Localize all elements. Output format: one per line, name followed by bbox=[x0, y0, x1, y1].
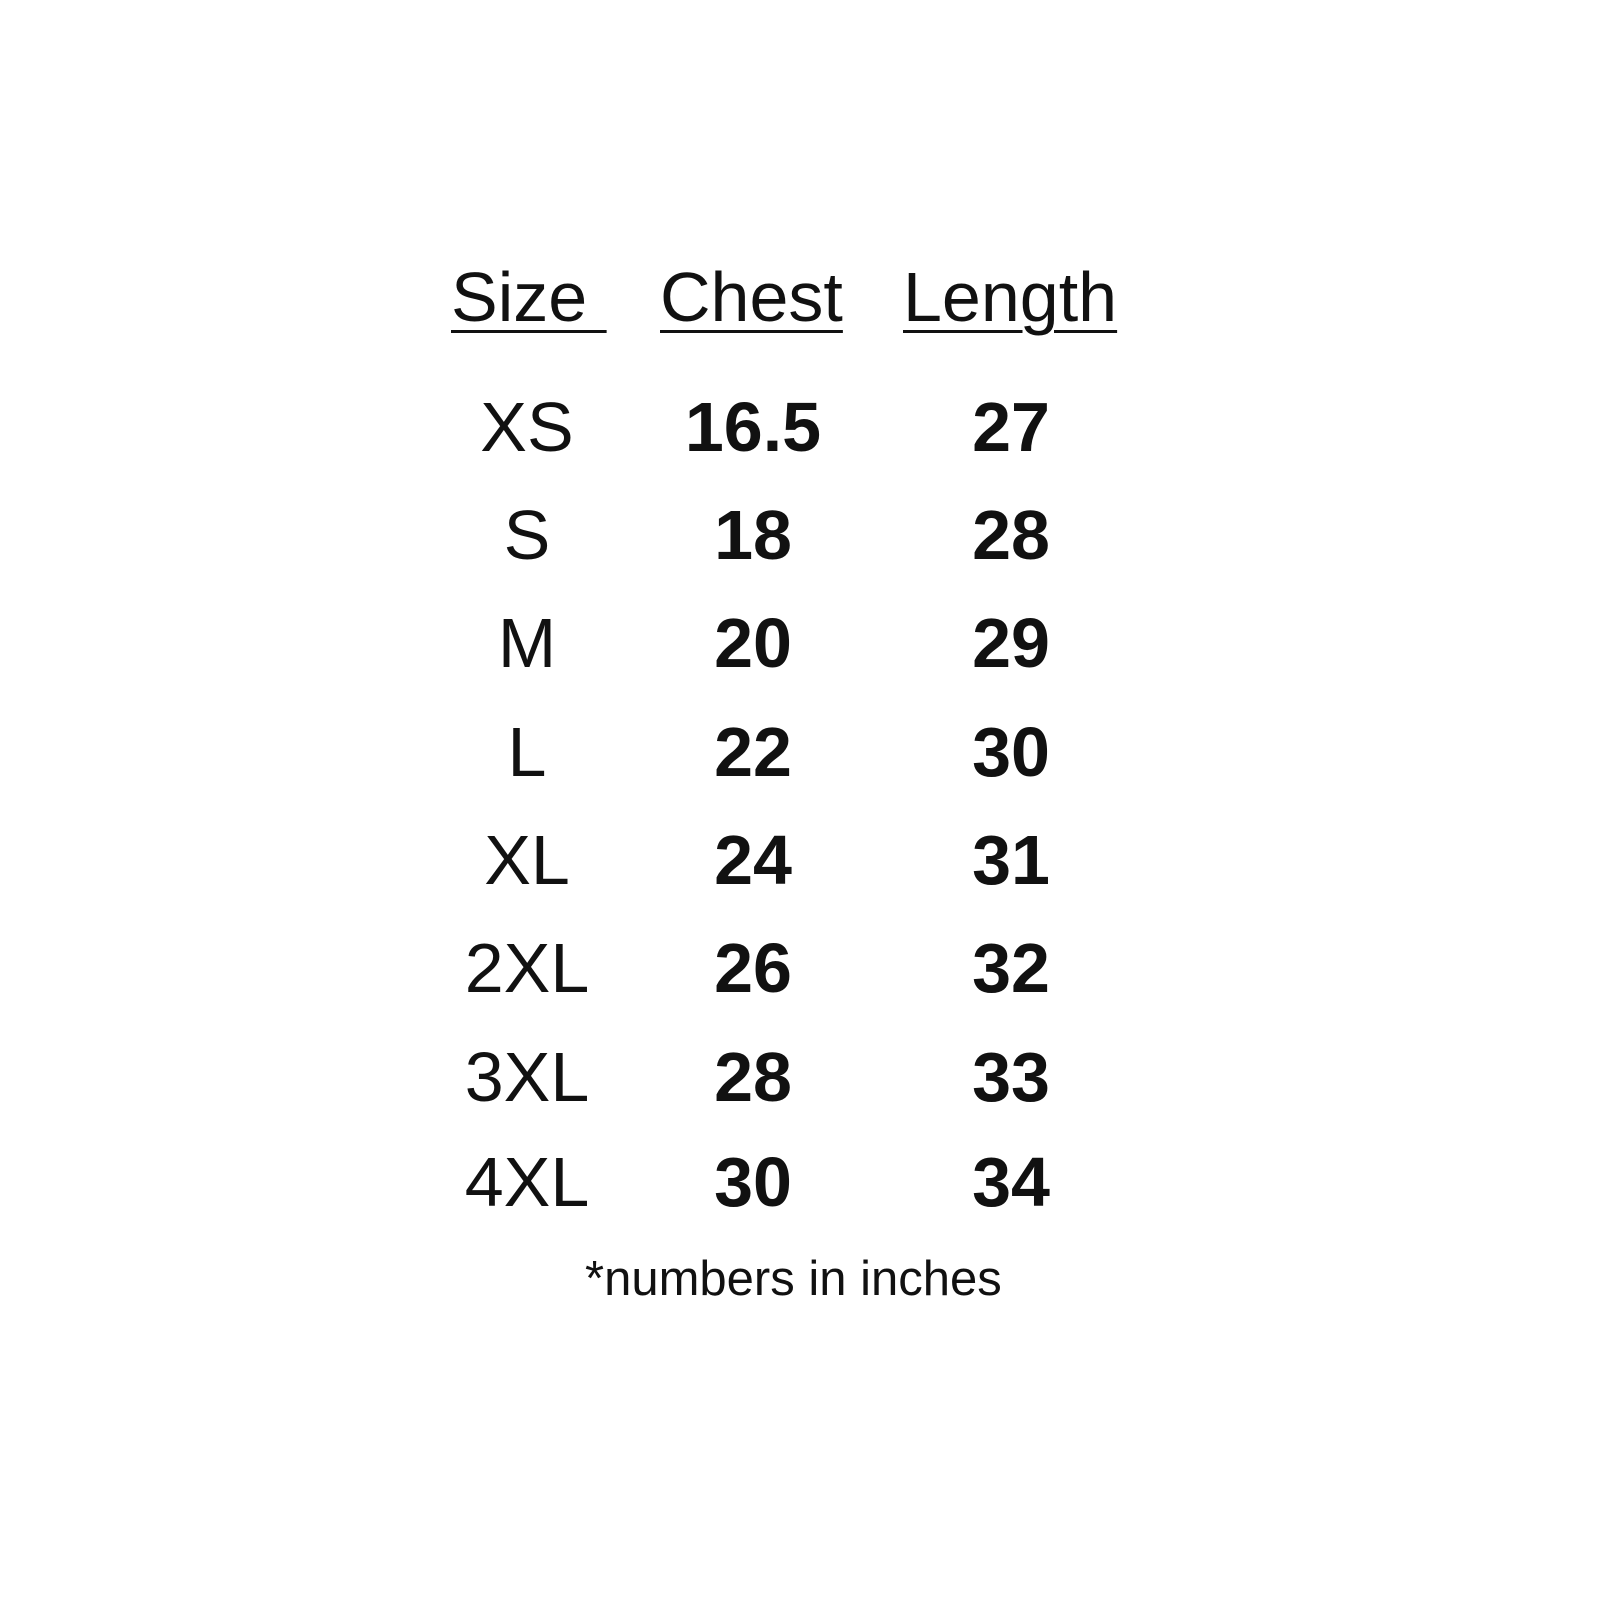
cell-length: 34 bbox=[972, 1143, 1050, 1221]
cell-chest: 30 bbox=[714, 1143, 792, 1221]
cell-chest: 26 bbox=[714, 929, 792, 1007]
cell-size: 4XL bbox=[464, 1143, 590, 1221]
cell-length: 33 bbox=[972, 1038, 1050, 1116]
cell-size: 2XL bbox=[464, 929, 590, 1007]
cell-chest: 28 bbox=[714, 1038, 792, 1116]
cell-size: L bbox=[507, 713, 547, 791]
header-size: Size bbox=[451, 258, 607, 336]
cell-size: S bbox=[503, 496, 551, 574]
cell-chest: 16.5 bbox=[684, 388, 822, 466]
cell-length: 30 bbox=[972, 713, 1050, 791]
header-chest: Chest bbox=[660, 258, 843, 336]
cell-chest: 18 bbox=[714, 496, 792, 574]
cell-chest: 22 bbox=[714, 713, 792, 791]
cell-size: M bbox=[497, 604, 557, 682]
cell-length: 27 bbox=[972, 388, 1050, 466]
cell-chest: 24 bbox=[714, 821, 792, 899]
cell-length: 32 bbox=[972, 929, 1050, 1007]
cell-chest: 20 bbox=[714, 604, 792, 682]
cell-length: 29 bbox=[972, 604, 1050, 682]
cell-size: XL bbox=[484, 821, 570, 899]
footnote: *numbers in inches bbox=[585, 1252, 1002, 1306]
header-length: Length bbox=[903, 258, 1118, 336]
cell-size: 3XL bbox=[464, 1038, 590, 1116]
cell-length: 28 bbox=[972, 496, 1050, 574]
cell-size: XS bbox=[480, 388, 574, 466]
cell-length: 31 bbox=[972, 821, 1050, 899]
